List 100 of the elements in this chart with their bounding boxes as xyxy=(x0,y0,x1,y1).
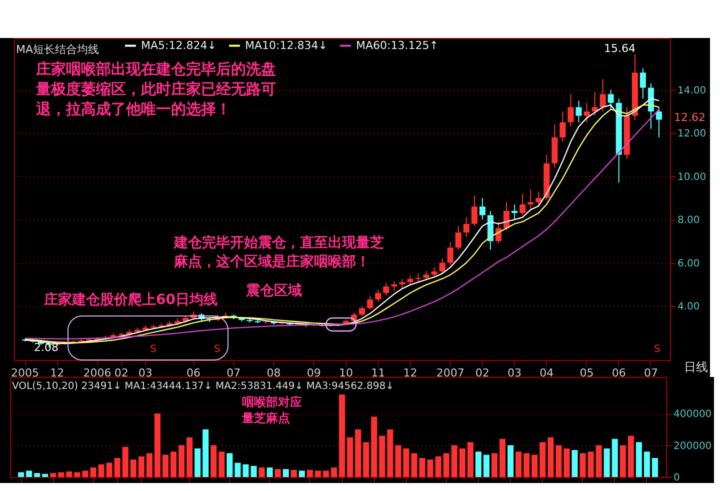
candlestick xyxy=(520,193,526,216)
bar xyxy=(242,464,249,477)
bar xyxy=(588,452,594,477)
legend-label: MA5:12.824↓ xyxy=(141,38,216,52)
bar xyxy=(50,473,56,477)
bar xyxy=(564,448,570,477)
bar xyxy=(403,448,410,477)
bar xyxy=(532,454,538,477)
x-tick-label: 03 xyxy=(508,366,522,380)
annotation: 庄家建仓股价爬上60日均线 xyxy=(43,291,218,308)
bar xyxy=(306,470,313,477)
bar xyxy=(98,464,104,477)
annotation: 庄家咽喉部出现在建仓完毕后的洗盘量极度萎缩区，此时庄家已经无路可退，拉高成了他唯一的选择！ xyxy=(35,60,276,118)
bar xyxy=(90,467,96,477)
x-tick-label: 05 xyxy=(580,366,594,380)
bar xyxy=(612,438,618,477)
text: 12.62 xyxy=(674,111,706,124)
bar xyxy=(548,437,554,477)
annotation: 15.64 xyxy=(604,42,636,55)
x-tick-label: 03 xyxy=(138,366,152,380)
candlestick xyxy=(359,305,366,317)
candlestick xyxy=(608,89,614,110)
candlestick xyxy=(560,110,566,142)
bar xyxy=(34,473,40,477)
text: 日线 xyxy=(684,360,708,374)
bar xyxy=(524,453,530,477)
bar xyxy=(210,445,217,477)
bar xyxy=(580,453,586,477)
bar xyxy=(282,469,289,477)
bar xyxy=(266,467,273,477)
bar xyxy=(556,445,562,477)
candlestick xyxy=(479,197,486,220)
bar xyxy=(508,445,514,477)
bar xyxy=(258,467,265,477)
y-tick-label: 400000 xyxy=(674,409,712,420)
y-tick-label: 12.00 xyxy=(678,128,706,140)
bar xyxy=(572,450,578,477)
x-tick-label: 09 xyxy=(306,366,321,380)
bar xyxy=(194,448,201,477)
x-tick-label: 11 xyxy=(371,366,386,380)
x-tick-label: 02 xyxy=(114,366,128,380)
bar xyxy=(459,448,466,477)
bar xyxy=(138,456,144,477)
annotation: VOL(5,10,20) 23491↓ MA1:43444.137↓ MA2:53831.449↓ MA3:94562.898↓ xyxy=(12,381,394,392)
bar xyxy=(644,452,650,477)
bar xyxy=(290,470,297,477)
x-tick-label: 04 xyxy=(540,366,554,380)
bar xyxy=(604,448,610,477)
annotation: S xyxy=(214,344,220,355)
bar xyxy=(226,453,233,477)
candlestick xyxy=(512,204,518,220)
candlestick xyxy=(463,216,470,238)
x-tick-label: 10 xyxy=(339,366,354,380)
bar xyxy=(387,429,394,477)
y-tick-label: 200000 xyxy=(674,440,712,452)
bar xyxy=(114,458,120,477)
bar xyxy=(467,442,474,477)
y-tick-label: 0 xyxy=(674,472,680,484)
x-tick-label: 02 xyxy=(475,366,490,380)
x-tick-label: 2006 xyxy=(83,366,112,380)
bar xyxy=(274,469,281,477)
bar xyxy=(122,446,128,477)
bar xyxy=(130,460,136,477)
bar xyxy=(234,462,241,477)
bar xyxy=(170,452,177,477)
bar xyxy=(250,466,257,477)
bar xyxy=(18,472,24,477)
bar xyxy=(491,453,498,477)
candlestick xyxy=(375,289,382,302)
candlestick xyxy=(584,102,590,123)
candlestick xyxy=(640,68,646,100)
y-tick-label: 4.00 xyxy=(678,301,700,312)
bar xyxy=(186,437,193,477)
bar xyxy=(106,462,112,477)
candlestick xyxy=(423,270,430,281)
bar xyxy=(26,470,32,477)
x-tick-label: 2007 xyxy=(436,366,464,380)
bar xyxy=(74,472,80,477)
candlestick xyxy=(576,100,582,123)
candlestick xyxy=(455,226,462,250)
candlestick xyxy=(391,280,398,292)
candlestick xyxy=(447,242,454,266)
candlestick xyxy=(367,296,374,310)
candlestick xyxy=(656,106,662,138)
bar xyxy=(395,445,402,477)
annotation: S xyxy=(654,344,660,355)
x-tick-label: 06 xyxy=(612,366,626,380)
bar xyxy=(371,416,378,477)
bar xyxy=(178,445,185,477)
bar xyxy=(596,445,602,477)
x-tick-label: 07 xyxy=(226,366,241,380)
x-tick-label: 2005 xyxy=(11,366,40,380)
candlestick xyxy=(648,82,654,130)
annotation: 建仓完毕开始震仓，直至出现量芝麻点，这个区域是庄家咽喉部！ xyxy=(173,234,384,270)
candlestick xyxy=(407,275,414,286)
bar xyxy=(419,458,426,477)
annotation: 咽喉部对应量芝麻点 xyxy=(241,395,302,425)
bar xyxy=(620,445,626,477)
bar xyxy=(443,453,450,477)
bar xyxy=(499,438,506,477)
